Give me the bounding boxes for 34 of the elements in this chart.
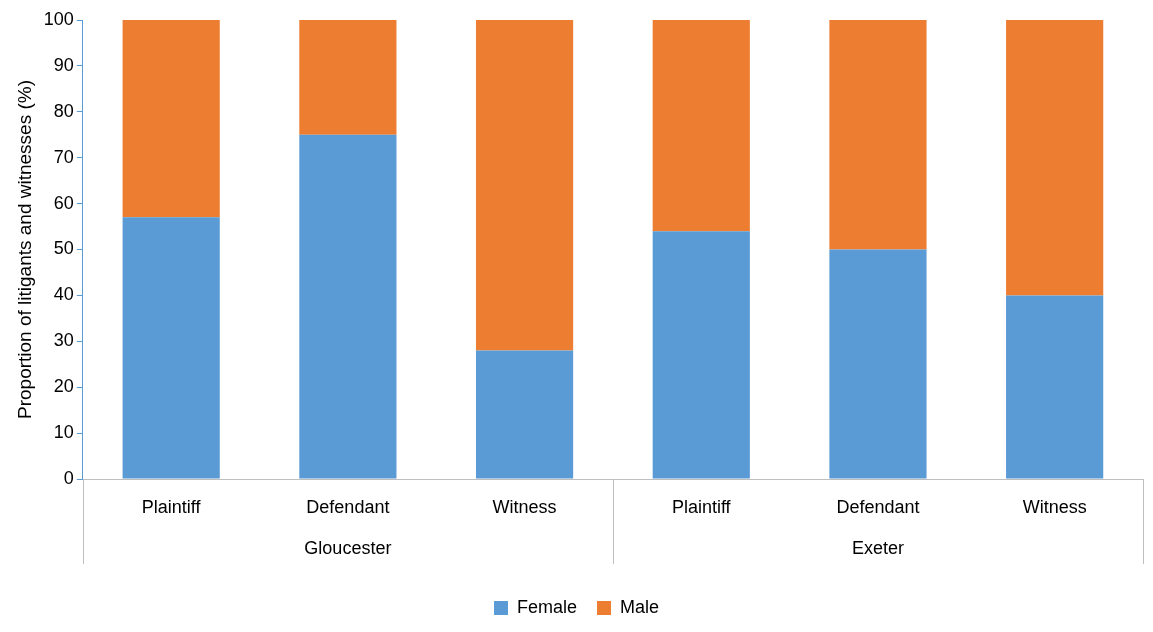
bar <box>122 217 220 479</box>
bar <box>652 20 750 232</box>
y-tick-label: 90 <box>53 54 74 75</box>
bar <box>1006 295 1104 479</box>
y-axis-title: Proportion of litigants and witnesses (%) <box>13 80 35 419</box>
y-tick-label: 50 <box>53 238 74 259</box>
y-tick-label: 40 <box>53 284 74 305</box>
bar <box>475 350 574 479</box>
y-tick-label: 80 <box>53 100 74 121</box>
x-tick-label: Defendant <box>306 496 390 517</box>
bar <box>299 134 397 479</box>
y-tick-label: 30 <box>53 330 74 351</box>
bar <box>829 20 927 250</box>
text: Gloucester <box>304 537 392 558</box>
x-tick-label: Witness <box>1022 496 1087 517</box>
y-tick-label: 20 <box>53 376 74 397</box>
x-tick-label: Witness <box>492 496 557 517</box>
y-tick-label: 100 <box>43 8 74 29</box>
bar <box>652 231 750 479</box>
legend-label: Female <box>516 596 578 617</box>
y-tick-label: 10 <box>53 422 74 443</box>
x-tick-label: Plaintiff <box>141 496 202 517</box>
text: Exeter <box>851 537 904 558</box>
x-tick-label: Defendant <box>836 496 920 517</box>
bar <box>122 20 220 218</box>
y-tick-label: 0 <box>63 467 74 488</box>
x-tick-label: Plaintiff <box>671 496 732 517</box>
y-tick-label: 70 <box>53 146 74 167</box>
y-tick-label: 60 <box>53 192 74 213</box>
legend-label: Male <box>620 596 660 617</box>
bar <box>829 249 927 479</box>
bar <box>1006 20 1104 296</box>
bar <box>299 20 397 135</box>
bar <box>475 20 574 351</box>
